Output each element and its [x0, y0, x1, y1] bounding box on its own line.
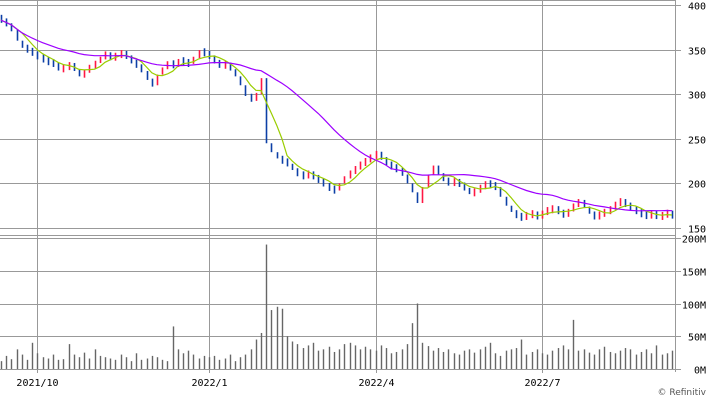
volume-bars — [0, 244, 674, 369]
price-bars — [0, 14, 674, 221]
volume-tick-label: 0M — [694, 366, 706, 377]
grid-lines — [0, 0, 681, 373]
price-tick-label: 150 — [688, 225, 706, 236]
ma-short-line — [0, 19, 673, 217]
volume-tick-label: 50M — [688, 333, 706, 344]
date-tick-label: 2022/1 — [191, 378, 227, 389]
ma-long-line — [0, 19, 673, 212]
volume-tick-label: 150M — [682, 268, 706, 279]
date-tick-label: 2021/10 — [16, 378, 58, 389]
date-tick-label: 2022/7 — [524, 378, 560, 389]
price-tick-label: 300 — [688, 91, 706, 102]
volume-tick-label: 100M — [682, 301, 706, 312]
price-tick-label: 250 — [688, 136, 706, 147]
date-tick-label: 2022/4 — [358, 378, 394, 389]
credit-text: © Refinitiv — [657, 388, 706, 398]
price-tick-label: 200 — [688, 180, 706, 191]
price-tick-label: 400 — [688, 2, 706, 13]
volume-tick-label: 200M — [682, 235, 706, 246]
price-tick-label: 350 — [688, 47, 706, 58]
